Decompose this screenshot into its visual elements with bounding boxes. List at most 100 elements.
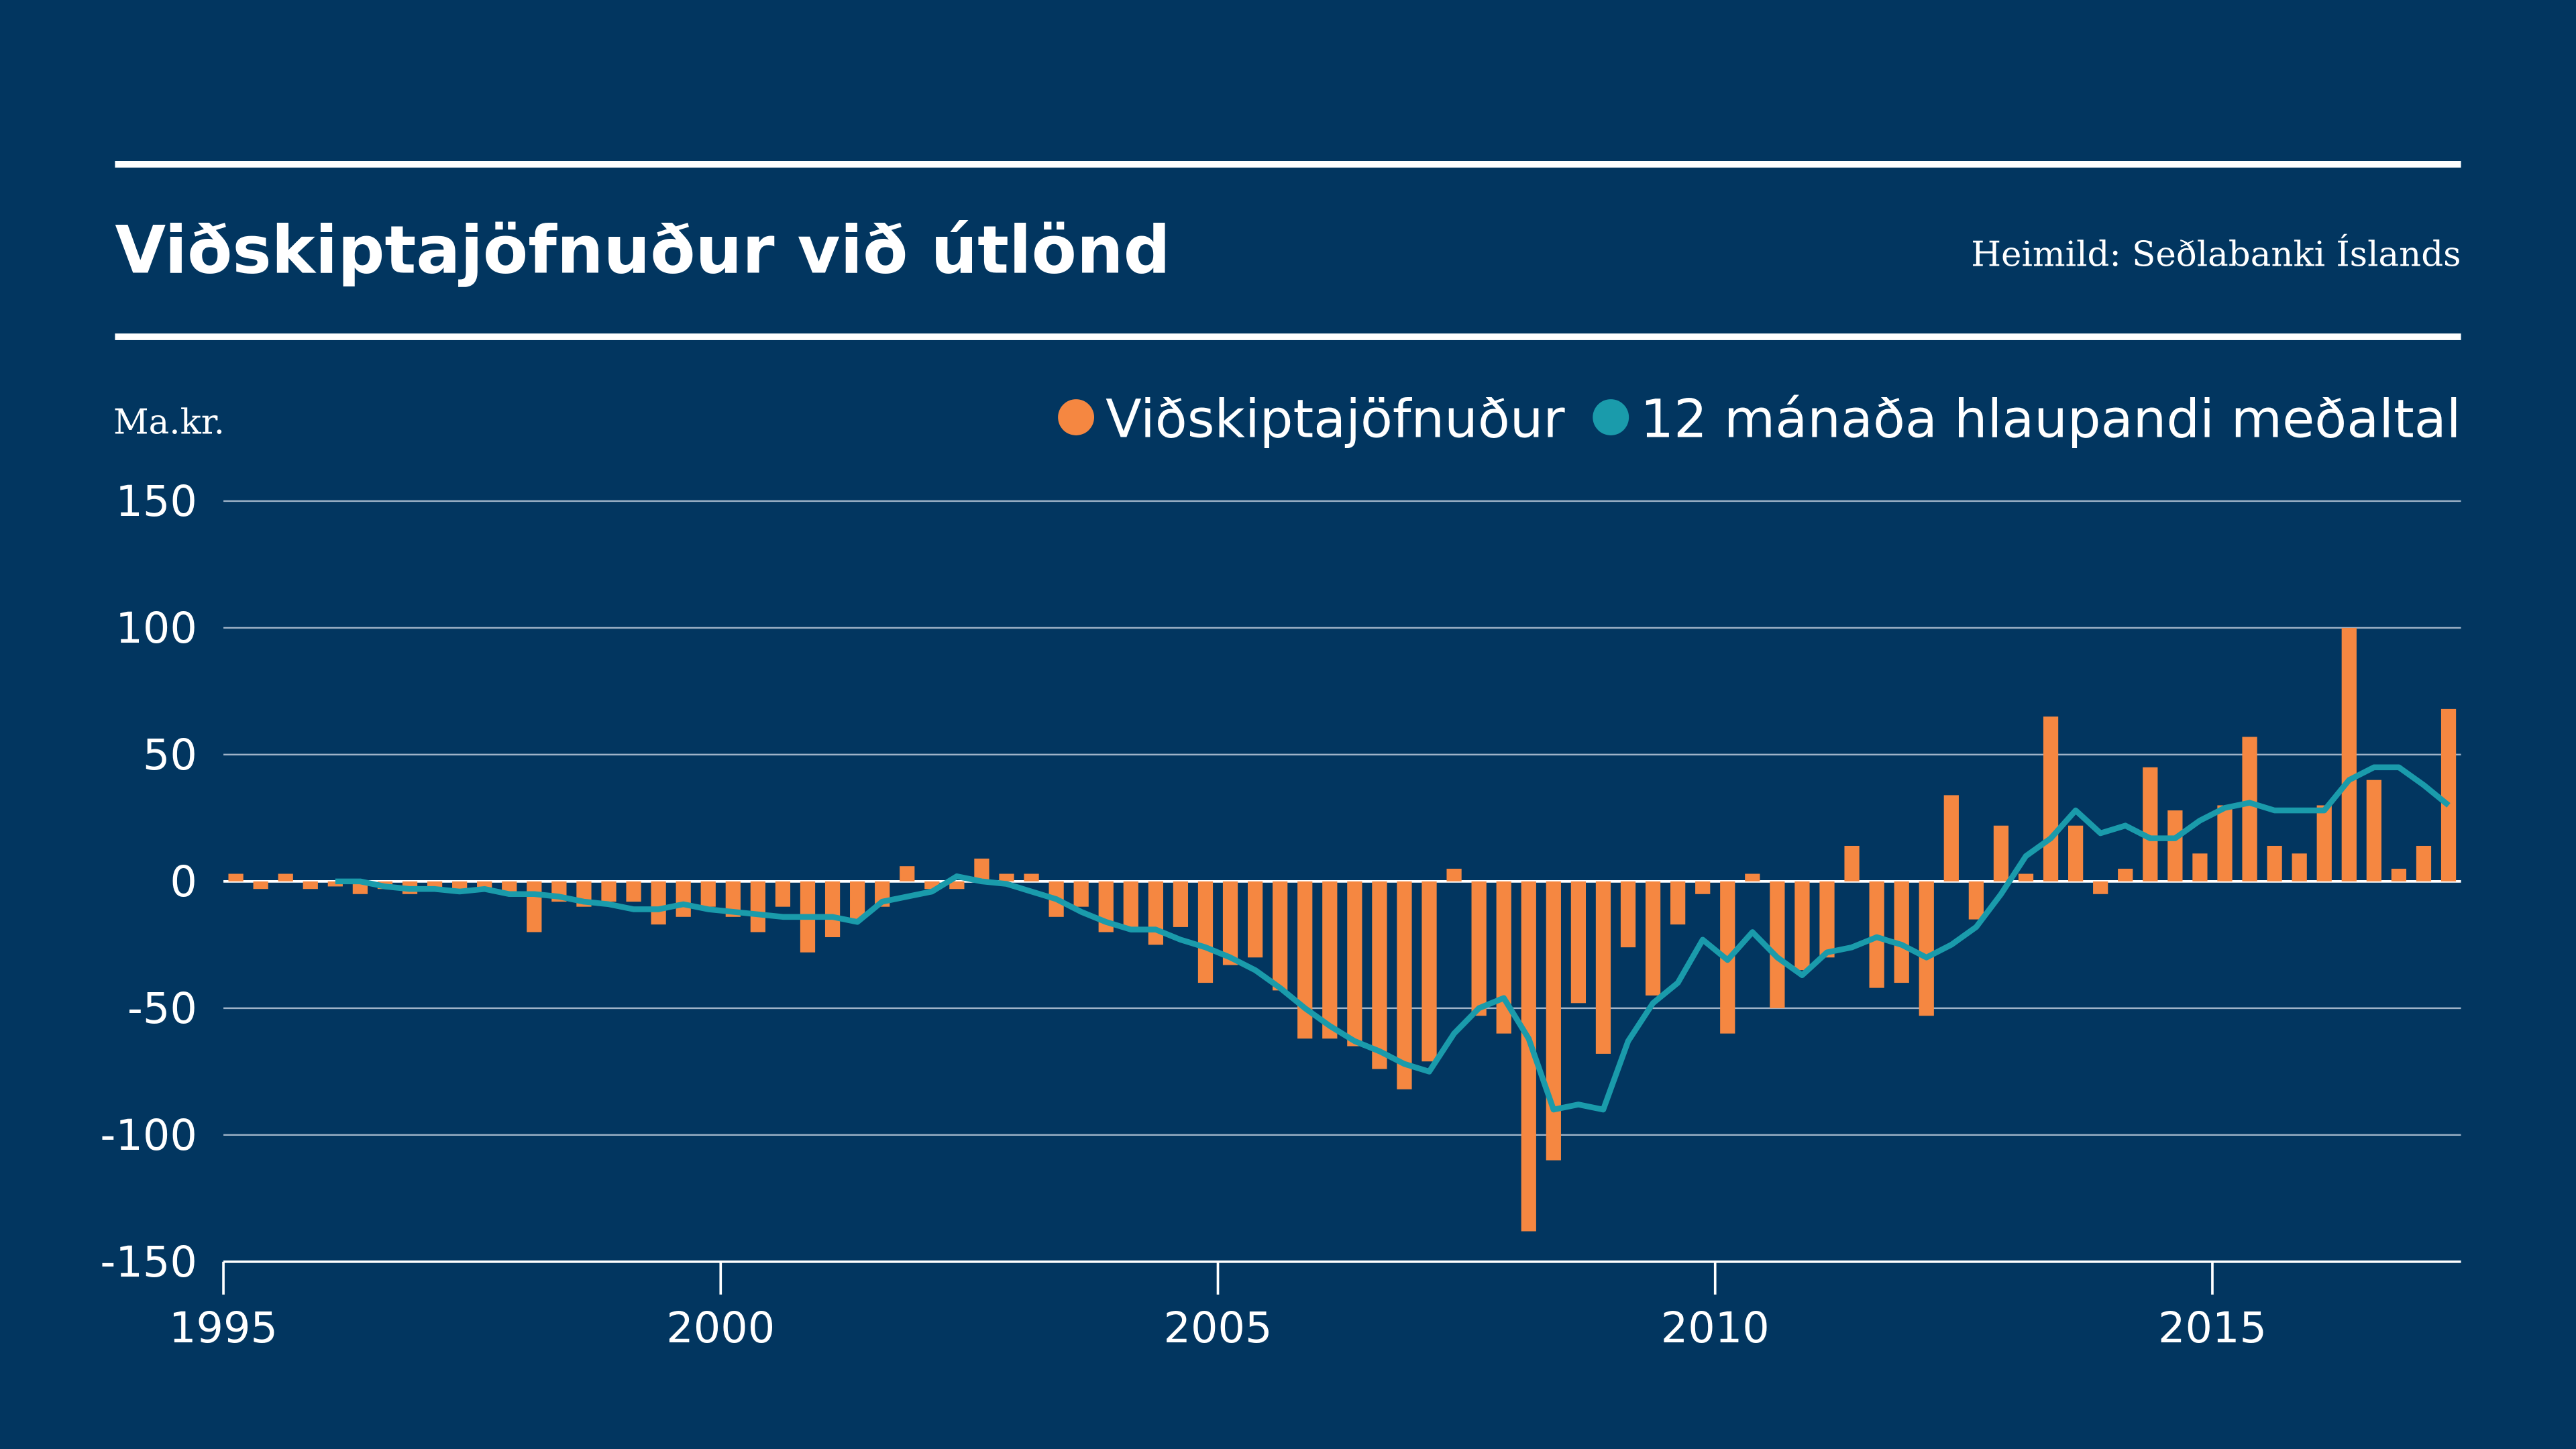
y-tick-label: 0 — [170, 857, 197, 907]
bar — [1322, 881, 1338, 1039]
bar — [1273, 881, 1288, 991]
legend-label: Viðskiptajöfnuður — [1106, 388, 1565, 449]
source: Heimild: Seðlabanki Íslands — [1971, 233, 2461, 275]
bar — [949, 881, 965, 890]
bar — [2143, 767, 2158, 881]
chart-title: Viðskiptajöfnuður við útlönd — [115, 213, 1170, 289]
bar — [1844, 845, 1860, 881]
bar — [2391, 868, 2407, 881]
bar — [2118, 868, 2133, 881]
bar — [824, 881, 841, 938]
bar — [2043, 716, 2059, 881]
y-tick-label: 100 — [115, 604, 197, 653]
bar — [2316, 805, 2332, 881]
bar — [278, 873, 293, 881]
bar — [1247, 881, 1263, 958]
bar — [725, 881, 741, 917]
bar — [2267, 845, 2282, 881]
x-tick-label: 2005 — [1164, 1303, 1273, 1353]
bar — [427, 881, 443, 890]
bottom-rule — [115, 333, 2461, 340]
bar — [1173, 881, 1189, 927]
bar — [900, 866, 915, 881]
bar — [1894, 881, 1909, 983]
y-tick-label: -50 — [127, 984, 197, 1034]
x-tick-label: 1995 — [169, 1303, 278, 1353]
bar — [228, 873, 244, 881]
bar — [1073, 881, 1089, 907]
legend-marker — [1593, 399, 1629, 435]
x-tick-label: 2000 — [666, 1303, 775, 1353]
bar — [1024, 873, 1039, 881]
bar — [1222, 881, 1238, 965]
x-tick-label: 2015 — [2158, 1303, 2267, 1353]
bar — [1819, 881, 1835, 958]
bar — [2217, 805, 2233, 881]
bar — [2068, 825, 2084, 881]
bar — [999, 873, 1014, 881]
bar — [477, 881, 492, 890]
bar — [1421, 881, 1437, 1062]
bar — [1794, 881, 1810, 971]
bar — [651, 881, 666, 925]
y-tick-label: -100 — [100, 1111, 197, 1161]
bar — [1645, 881, 1661, 996]
bar — [626, 881, 641, 902]
y-tick-label: 50 — [143, 731, 197, 780]
bar — [700, 881, 716, 907]
bar — [2018, 873, 2034, 881]
line — [335, 764, 2451, 1113]
legend-marker — [1058, 399, 1095, 435]
bar — [924, 881, 940, 890]
bar — [1347, 881, 1362, 1046]
bar — [676, 881, 691, 917]
top-rule — [115, 161, 2461, 168]
bar — [2440, 708, 2457, 881]
bar — [527, 881, 542, 932]
bar — [1670, 881, 1686, 925]
bar — [1496, 881, 1511, 1034]
bar — [601, 881, 616, 902]
bar — [1397, 881, 1412, 1089]
bar — [1695, 881, 1711, 894]
x-tick-label: 2010 — [1661, 1303, 1770, 1353]
bar — [1471, 881, 1487, 1016]
bar — [1595, 881, 1611, 1054]
bar — [1197, 881, 1214, 983]
bar — [2093, 881, 2108, 894]
bar — [1993, 825, 2009, 881]
bar — [2192, 853, 2208, 881]
bar — [2167, 810, 2183, 881]
bar — [1570, 881, 1587, 1004]
bar — [303, 881, 318, 890]
y-tick-label: 150 — [115, 477, 197, 527]
bar — [850, 881, 865, 920]
bar — [1919, 881, 1934, 1016]
y-tick-label: -150 — [100, 1238, 197, 1287]
bar — [1620, 881, 1636, 948]
bar — [750, 881, 765, 932]
bar — [2366, 780, 2381, 881]
bar — [2341, 627, 2357, 881]
bar — [1372, 881, 1387, 1069]
bar — [1943, 795, 1959, 881]
bar — [1770, 881, 1785, 1008]
bar — [1521, 881, 1536, 1232]
bar — [253, 881, 268, 890]
bar — [2416, 845, 2432, 881]
bar — [2292, 853, 2307, 881]
bar — [1123, 881, 1138, 927]
legend-label: 12 mánaða hlaupandi meðaltal — [1640, 388, 2461, 449]
bar — [1297, 881, 1313, 1039]
bar — [1148, 881, 1163, 945]
y-axis-label: Ma.kr. — [113, 402, 225, 443]
bar — [2242, 737, 2257, 881]
bar — [775, 881, 791, 907]
bar — [452, 881, 468, 890]
bar — [1446, 868, 1462, 881]
bar — [974, 858, 989, 881]
bar — [1546, 881, 1561, 1161]
bar — [1745, 873, 1760, 881]
